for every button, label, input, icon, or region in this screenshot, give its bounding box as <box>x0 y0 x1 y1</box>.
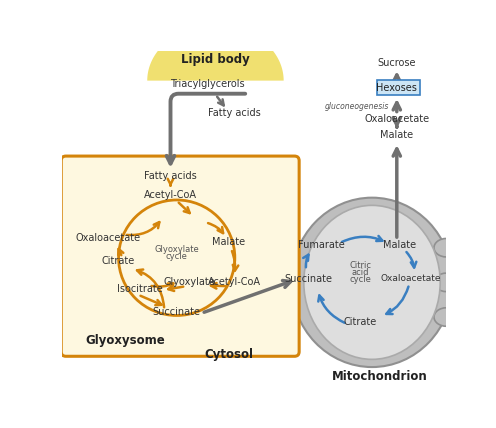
Text: Fatty acids: Fatty acids <box>144 171 197 181</box>
Text: Malate: Malate <box>212 237 245 247</box>
Text: Acetyl-CoA: Acetyl-CoA <box>144 190 197 199</box>
Ellipse shape <box>434 308 459 326</box>
Text: Fatty acids: Fatty acids <box>208 108 261 118</box>
Text: Oxaloacetate: Oxaloacetate <box>364 114 430 124</box>
Ellipse shape <box>304 205 440 360</box>
Text: Glyoxysome: Glyoxysome <box>85 334 165 348</box>
Text: Cytosol: Cytosol <box>204 348 253 361</box>
Text: cycle: cycle <box>350 275 372 284</box>
Text: Fumarate: Fumarate <box>298 241 345 250</box>
Text: Sucrose: Sucrose <box>377 58 416 68</box>
Text: gluconeogenesis: gluconeogenesis <box>324 102 389 111</box>
Text: Isocitrate: Isocitrate <box>117 283 162 294</box>
Ellipse shape <box>291 198 452 367</box>
Text: cycle: cycle <box>166 252 187 261</box>
Text: Citrate: Citrate <box>101 256 134 266</box>
Text: Mitochondrion: Mitochondrion <box>332 370 428 383</box>
Ellipse shape <box>434 238 459 257</box>
Text: Succinate: Succinate <box>153 306 201 317</box>
Text: Malate: Malate <box>382 241 416 250</box>
Text: Oxaloacetate: Oxaloacetate <box>76 233 141 243</box>
Text: Acetyl-CoA: Acetyl-CoA <box>207 277 260 287</box>
Text: Citric: Citric <box>349 261 372 270</box>
Text: Glyoxylate: Glyoxylate <box>154 245 199 254</box>
Polygon shape <box>147 25 284 80</box>
Text: Citrate: Citrate <box>344 318 377 327</box>
Text: Malate: Malate <box>380 130 413 140</box>
Text: Lipid body: Lipid body <box>181 53 250 65</box>
Ellipse shape <box>434 273 459 291</box>
FancyBboxPatch shape <box>61 156 299 356</box>
Text: Triacylglycerols: Triacylglycerols <box>171 80 245 89</box>
Text: Hexoses: Hexoses <box>376 83 417 92</box>
Text: acid: acid <box>352 268 369 277</box>
Text: Succinate: Succinate <box>284 273 332 283</box>
Text: Oxaloacetate: Oxaloacetate <box>380 274 441 283</box>
Text: Glyoxylate: Glyoxylate <box>164 277 216 287</box>
FancyBboxPatch shape <box>376 80 420 95</box>
